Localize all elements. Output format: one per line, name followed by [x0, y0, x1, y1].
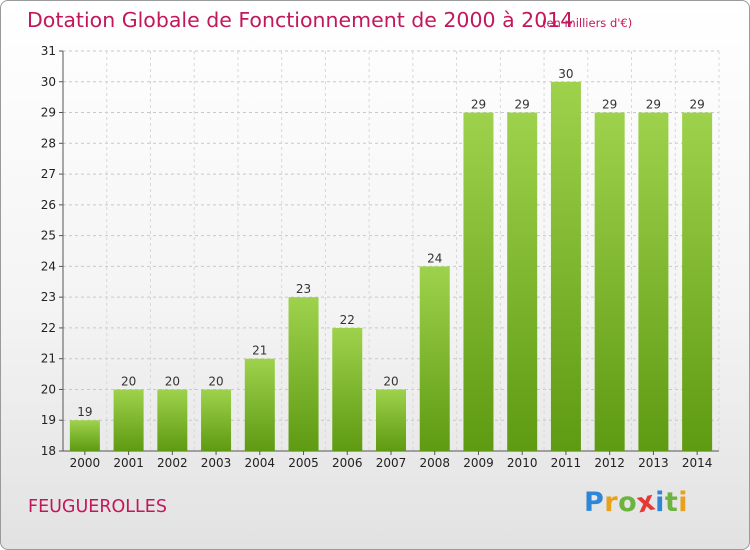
bar-value-label: 22 — [340, 313, 355, 327]
chart-title: Dotation Globale de Fonctionnement de 20… — [27, 8, 574, 32]
bar-2005 — [288, 297, 319, 451]
x-tick-label: 2012 — [594, 456, 625, 470]
bar-2012 — [594, 112, 625, 452]
bar-2014 — [682, 112, 713, 452]
bar-value-label: 24 — [427, 251, 442, 265]
y-tick-label: 23 — [41, 290, 56, 304]
bar-2000 — [69, 420, 100, 451]
bar-value-label: 20 — [165, 374, 180, 388]
bar-2007 — [376, 389, 406, 451]
bar-2004 — [244, 358, 275, 451]
bar-value-label: 29 — [646, 98, 661, 112]
x-tick-label: 2008 — [419, 456, 450, 470]
x-tick-label: 2001 — [113, 456, 144, 470]
x-tick-label: 2006 — [332, 456, 363, 470]
bar-2001 — [113, 389, 144, 451]
y-tick-label: 18 — [41, 444, 56, 458]
bar-value-label: 29 — [515, 98, 530, 112]
x-tick-label: 2014 — [682, 456, 713, 470]
x-tick-label: 2000 — [70, 456, 101, 470]
bar-2013 — [638, 112, 669, 452]
y-tick-label: 24 — [41, 259, 56, 273]
chart-unit-note: (en milliers d'€) — [542, 16, 633, 30]
y-tick-label: 29 — [41, 106, 56, 120]
proxiti-logo[interactable]: Proxiti — [584, 485, 689, 519]
labels: 18 19 20 21 22 23 24 25 26 27 28 29 30 31 19 2000 20 2001… — [41, 44, 713, 470]
bar-2002 — [157, 389, 188, 451]
bar-value-label: 19 — [77, 405, 92, 419]
bar-2011 — [550, 81, 581, 452]
y-tick-label: 31 — [41, 44, 56, 58]
x-tick-label: 2009 — [463, 456, 494, 470]
bar-2006 — [332, 327, 363, 451]
bar-2003 — [201, 389, 232, 451]
place-name: FEUGUEROLLES — [28, 497, 167, 517]
x-tick-label: 2011 — [551, 456, 582, 470]
x-tick-label: 2002 — [157, 456, 188, 470]
bar-value-label: 29 — [471, 98, 486, 112]
logo-letter: o — [618, 487, 638, 518]
y-tick-label: 27 — [41, 167, 56, 181]
y-tick-label: 25 — [41, 229, 56, 243]
y-tick-label: 28 — [41, 136, 56, 150]
bars — [69, 81, 713, 452]
logo-letter: t — [664, 487, 679, 518]
bar-value-label: 29 — [689, 98, 704, 112]
y-tick-label: 21 — [41, 352, 56, 366]
y-tick-label: 19 — [41, 413, 56, 427]
bar-2010 — [507, 112, 538, 452]
bar-value-label: 23 — [296, 282, 311, 296]
logo-letter: i — [678, 487, 689, 518]
x-tick-label: 2005 — [288, 456, 319, 470]
x-tick-label: 2003 — [201, 456, 232, 470]
bar-value-label: 20 — [208, 374, 223, 388]
y-tick-label: 26 — [41, 198, 56, 212]
x-tick-label: 2004 — [245, 456, 276, 470]
bar-value-label: 20 — [121, 374, 136, 388]
logo-letter: r — [604, 487, 619, 518]
bar-2009 — [463, 112, 494, 452]
logo-letter: i — [655, 487, 665, 518]
logo-letter: P — [584, 487, 605, 518]
x-tick-label: 2013 — [638, 456, 669, 470]
y-tick-label: 20 — [41, 382, 56, 396]
bar-2008 — [419, 266, 450, 451]
y-tick-label: 22 — [41, 321, 56, 335]
y-tick-label: 30 — [41, 75, 56, 89]
bar-value-label: 30 — [558, 67, 573, 81]
x-tick-label: 2010 — [507, 456, 538, 470]
bar-value-label: 20 — [383, 374, 398, 388]
bar-value-label: 21 — [252, 344, 267, 358]
x-tick-label: 2007 — [376, 456, 407, 470]
bar-value-label: 29 — [602, 98, 617, 112]
